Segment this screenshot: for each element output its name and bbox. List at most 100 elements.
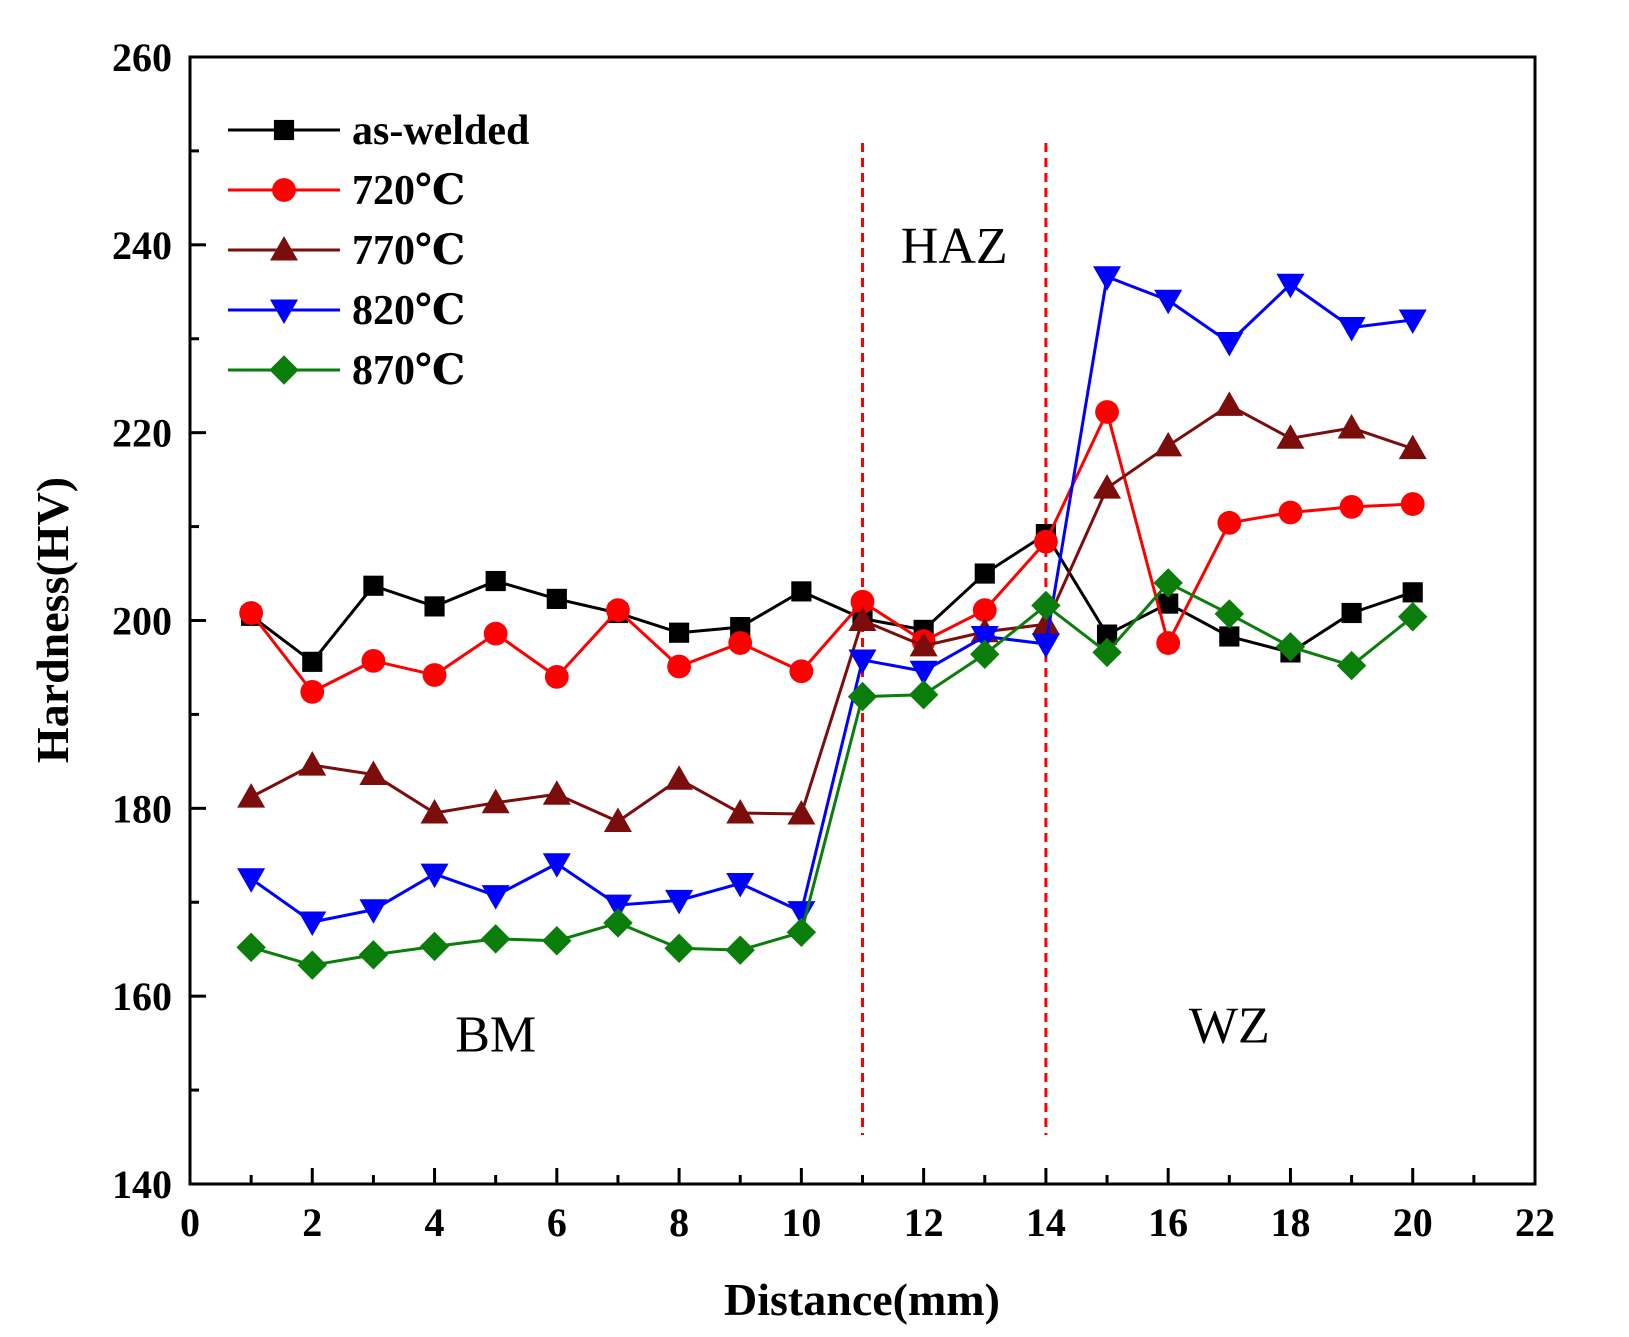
data-point [297, 950, 327, 980]
data-point [1341, 602, 1362, 624]
legend-swatch-marker [270, 236, 298, 261]
region-annotations: HAZ BM WZ [455, 218, 1270, 1064]
data-point [1031, 610, 1060, 635]
data-point [1339, 494, 1364, 519]
data-point [1402, 582, 1423, 603]
series-line [250, 532, 1414, 664]
data-point [1398, 602, 1428, 632]
data-point [420, 799, 449, 824]
legend-swatch-marker [269, 355, 299, 385]
x-tick-label: 18 [1270, 1200, 1310, 1245]
x-tick-label: 20 [1393, 1200, 1433, 1245]
data-point [483, 621, 508, 646]
data-point [1092, 637, 1122, 668]
legend-label: 770℃ [352, 228, 465, 274]
legend-swatch-marker [272, 178, 296, 202]
data-point [481, 788, 510, 814]
data-point [908, 679, 939, 710]
series-1 [239, 400, 1425, 704]
legend-label: 820℃ [352, 288, 465, 334]
data-point [302, 651, 323, 672]
x-tick-label: 4 [425, 1200, 445, 1245]
data-point [1219, 626, 1240, 647]
data-point [1276, 424, 1305, 449]
data-point [667, 654, 691, 679]
data-point [358, 940, 389, 970]
data-point [728, 631, 753, 655]
data-point [848, 649, 877, 674]
y-tick-label: 180 [112, 786, 172, 831]
data-point [1034, 529, 1058, 554]
data-point [786, 917, 817, 948]
data-point [1337, 413, 1366, 439]
x-tick-label: 22 [1515, 1200, 1555, 1245]
data-point [1154, 289, 1183, 315]
data-point [542, 926, 572, 956]
data-point [1154, 431, 1183, 457]
legend-swatch-marker [270, 299, 298, 324]
data-point [850, 589, 875, 614]
data-point [725, 935, 755, 965]
data-point [298, 911, 327, 936]
region-label: WZ [1189, 997, 1270, 1054]
data-point [1093, 266, 1122, 291]
data-point [424, 596, 445, 617]
data-point [603, 908, 633, 938]
data-point [791, 581, 812, 602]
data-point [1214, 599, 1245, 629]
x-tick-label: 8 [669, 1200, 689, 1245]
legend-item: 820℃ [228, 288, 465, 334]
data-point [419, 931, 450, 962]
x-axis-title: Distance(mm) [724, 1274, 1000, 1325]
x-tick-label: 2 [302, 1200, 322, 1245]
series-line [249, 410, 1413, 694]
x-tick-label: 12 [904, 1200, 944, 1245]
legend-item: 720℃ [228, 168, 465, 214]
axis-ticks: 0 2 4 6 8 10 12 14 16 18 20 22 140 160 180 200 220 240 260 [112, 35, 1555, 1245]
y-tick-label: 260 [112, 35, 172, 80]
data-point [726, 799, 755, 824]
legend-label: as-welded [352, 108, 529, 154]
data-point [1275, 632, 1306, 662]
data-point [1337, 316, 1366, 342]
data-point [1400, 492, 1425, 516]
y-axis-title: Hardness(HV) [27, 477, 78, 763]
data-point [603, 807, 632, 832]
x-tick-label: 16 [1148, 1200, 1188, 1245]
data-point [970, 639, 1000, 670]
data-point [361, 648, 386, 673]
data-point [665, 889, 694, 915]
data-point [1215, 332, 1244, 357]
x-tick-label: 14 [1026, 1200, 1066, 1245]
legend-label: 870℃ [352, 348, 465, 394]
series-2 [237, 391, 1427, 832]
data-point [606, 598, 630, 623]
data-point [974, 563, 995, 584]
data-point [420, 863, 449, 889]
data-point [665, 765, 694, 790]
y-tick-label: 140 [112, 1162, 172, 1207]
data-point [359, 899, 388, 924]
legend-swatch-marker [273, 119, 295, 141]
data-point [847, 681, 878, 712]
data-point [544, 664, 569, 689]
data-point [789, 659, 814, 684]
data-point [481, 885, 510, 910]
data-point [664, 933, 694, 963]
data-point [363, 575, 384, 596]
data-point [236, 932, 266, 963]
y-tick-label: 220 [112, 411, 172, 456]
data-point [542, 780, 571, 805]
data-point [669, 622, 690, 643]
data-point [1158, 593, 1179, 614]
y-tick-label: 200 [112, 599, 172, 644]
data-point [603, 894, 632, 920]
data-point [1398, 434, 1427, 460]
data-point [730, 616, 751, 638]
x-tick-label: 10 [781, 1200, 821, 1245]
data-point [1217, 510, 1242, 535]
x-tick-label: 6 [547, 1200, 567, 1245]
data-point [1278, 500, 1303, 525]
series-4 [236, 568, 1428, 980]
